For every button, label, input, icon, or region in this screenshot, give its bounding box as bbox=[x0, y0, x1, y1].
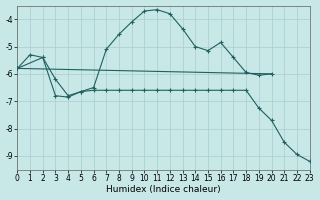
X-axis label: Humidex (Indice chaleur): Humidex (Indice chaleur) bbox=[106, 185, 221, 194]
